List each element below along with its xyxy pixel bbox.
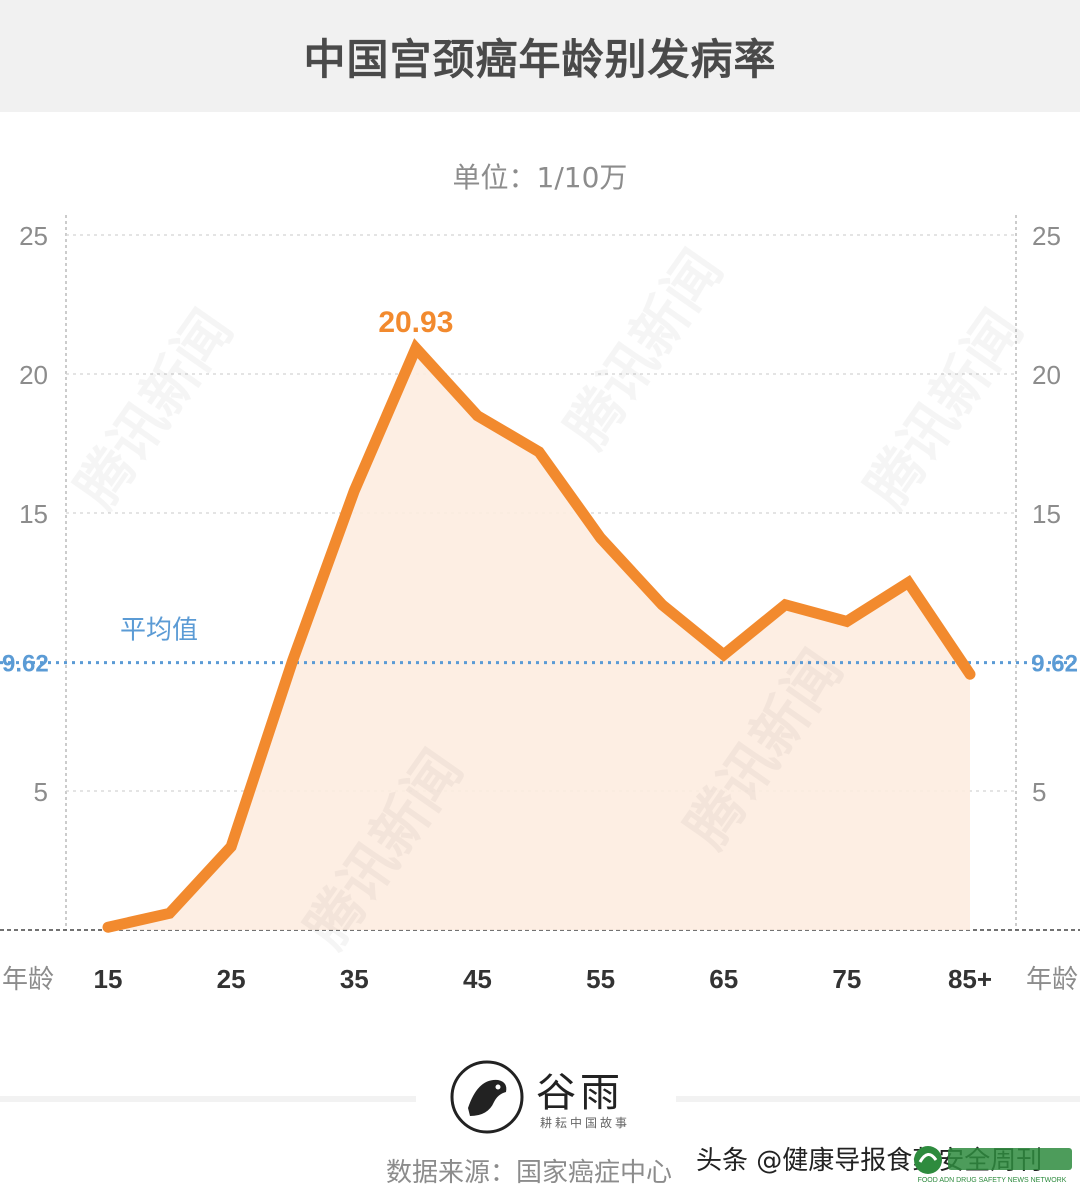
data-point — [538, 450, 540, 453]
y-tick-label-left: 15 — [19, 499, 48, 529]
peak-label: 20.93 — [378, 306, 453, 339]
area-fill — [108, 348, 970, 930]
page-title: 中国宫颈癌年龄别发病率 — [303, 34, 777, 84]
logo-name: 谷雨 — [536, 1070, 624, 1116]
unit-label: 单位：1/10万 — [452, 161, 628, 194]
data-point — [107, 926, 109, 929]
average-label: 平均值 — [120, 616, 198, 646]
data-point — [661, 603, 664, 606]
logo-tagline: 耕耘中国故事 — [540, 1116, 631, 1130]
data-line — [102, 338, 976, 933]
annotations: 20.93 — [378, 306, 453, 339]
y-tick-label-left: 5 — [34, 777, 48, 807]
data-point — [353, 489, 356, 492]
data-point — [784, 603, 787, 606]
logo-divider-right — [676, 1096, 1080, 1102]
average-value-right: 9.62 — [1031, 651, 1078, 678]
data-point — [969, 673, 971, 676]
data-point — [230, 845, 233, 848]
badge-text: FOOD ADN DRUG SAFETY NEWS NETWORK — [918, 1177, 1067, 1184]
x-tick-label: 25 — [217, 964, 246, 994]
data-point — [168, 912, 171, 915]
data-point — [414, 347, 417, 350]
x-tick-label: 65 — [709, 964, 738, 994]
data-point — [599, 537, 602, 540]
source-text: 数据来源：国家癌症中心 — [386, 1158, 673, 1188]
y-tick-label-right: 5 — [1032, 777, 1046, 807]
x-tick-label: 45 — [463, 964, 492, 994]
x-tick-label: 85+ — [948, 964, 992, 994]
data-point — [722, 653, 725, 656]
data-point — [907, 581, 910, 584]
x-tick-label: 55 — [586, 964, 615, 994]
area-path — [108, 348, 970, 930]
title-bar: 中国宫颈癌年龄别发病率 — [0, 0, 1080, 112]
news-network-badge: FOOD ADN DRUG SAFETY NEWS NETWORK — [914, 1146, 1072, 1184]
watermark: 腾讯新闻 — [554, 239, 736, 460]
average-value-left: 9.62 — [2, 651, 49, 678]
watermark: 腾讯新闻 — [64, 299, 246, 520]
data-point — [291, 659, 294, 662]
x-tick-label: 35 — [340, 964, 369, 994]
x-axis-label-left: 年龄 — [2, 965, 54, 995]
watermark: 腾讯新闻 — [854, 299, 1036, 520]
x-axis-label-right: 年龄 — [1026, 965, 1078, 995]
y-tick-label-right: 15 — [1032, 499, 1061, 529]
data-point — [476, 414, 479, 417]
data-point — [845, 620, 848, 623]
y-tick-label-right: 20 — [1032, 360, 1061, 390]
y-tick-label-left: 25 — [19, 221, 48, 251]
average-line-group: 平均值 9.62 9.62 — [0, 616, 1080, 678]
x-tick-label: 75 — [832, 964, 861, 994]
x-tick-label: 15 — [94, 964, 123, 994]
logo-divider-left — [0, 1096, 416, 1102]
logo-area: 谷雨 耕耘中国故事 — [0, 1050, 1080, 1140]
y-tick-label-left: 20 — [19, 360, 48, 390]
guyu-bird-icon — [450, 1060, 524, 1134]
y-tick-label-right: 25 — [1032, 221, 1061, 251]
